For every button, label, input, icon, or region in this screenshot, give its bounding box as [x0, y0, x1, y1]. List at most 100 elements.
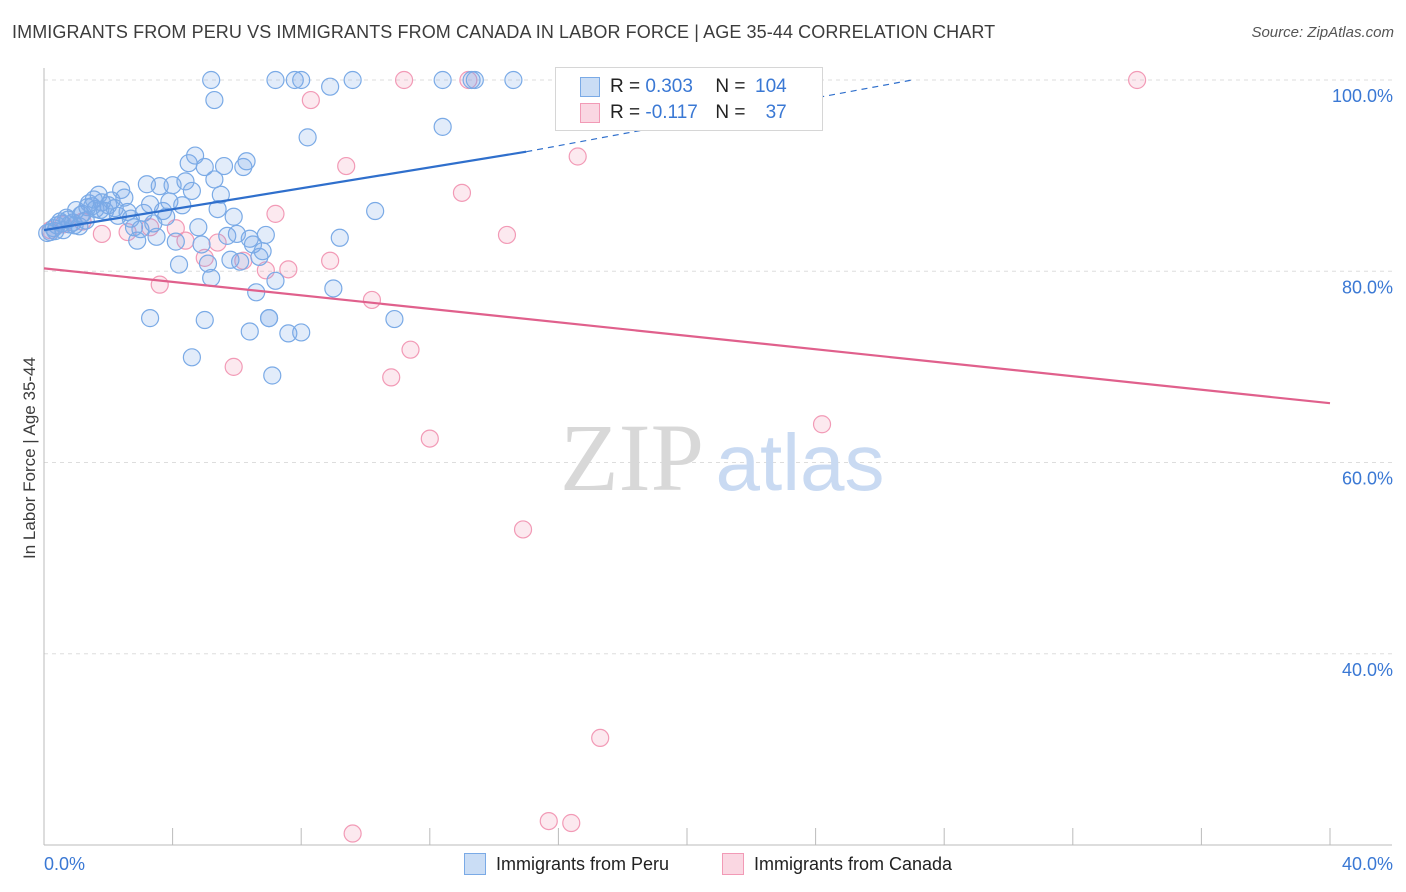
- peru-r-value: 0.303: [645, 76, 693, 97]
- peru-point: [259, 309, 279, 328]
- peru-point: [84, 190, 103, 209]
- x-tick-label-max: 40.0%: [1342, 854, 1393, 874]
- canada-n-label: N =: [715, 102, 751, 123]
- canada-point: [591, 728, 610, 748]
- canada-swatch: [580, 103, 600, 123]
- trend-lines: [43, 79, 1331, 405]
- canada-point: [568, 147, 587, 166]
- peru-point: [321, 77, 340, 96]
- peru-point: [202, 268, 221, 288]
- peru-point: [224, 207, 243, 226]
- canada-point: [321, 251, 340, 270]
- canada-point: [382, 368, 401, 387]
- tick-labels: 40.0% 60.0% 80.0% 100.0% 0.0% 40.0%: [44, 86, 1393, 874]
- peru-point: [147, 227, 166, 246]
- bottom-canada-label: Immigrants from Canada: [754, 853, 953, 874]
- canada-r-value: -0.117: [645, 102, 698, 123]
- peru-point: [214, 156, 234, 176]
- canada-r-label: R =: [610, 102, 646, 123]
- peru-point: [279, 324, 298, 343]
- peru-point: [211, 185, 230, 204]
- peru-point: [208, 199, 227, 219]
- peru-n-value: 104: [755, 76, 787, 97]
- canada-point: [394, 70, 414, 90]
- peru-point: [250, 247, 269, 267]
- canada-point: [224, 357, 243, 376]
- peru-point: [176, 172, 195, 191]
- watermark-atlas: atlas: [716, 418, 885, 507]
- correlation-legend: R = 0.303 N = 104 R = -0.117 N = 37: [555, 67, 823, 131]
- peru-point: [128, 231, 147, 250]
- peru-point: [231, 252, 250, 271]
- y-tick-label-40: 40.0%: [1342, 660, 1393, 680]
- peru-point: [504, 70, 523, 90]
- peru-point: [189, 218, 208, 237]
- axes: [43, 68, 1392, 846]
- peru-point: [263, 366, 282, 385]
- peru-point: [266, 271, 285, 290]
- canada-trend-line: [43, 267, 1331, 405]
- peru-point: [202, 70, 221, 90]
- canada-point: [150, 275, 169, 294]
- canada-point: [337, 156, 356, 176]
- bottom-canada-swatch: [722, 853, 744, 875]
- peru-r-label: R =: [610, 76, 646, 97]
- peru-point: [205, 170, 224, 189]
- canada-point: [92, 224, 111, 244]
- peru-point: [195, 310, 214, 330]
- x-tick-label-min: 0.0%: [44, 854, 85, 874]
- canada-point: [362, 290, 382, 310]
- peru-point: [465, 70, 484, 90]
- canada-point: [513, 520, 533, 539]
- canada-point: [497, 225, 517, 245]
- canada-point: [266, 204, 285, 223]
- peru-point: [234, 157, 253, 177]
- y-tick-label-100: 100.0%: [1332, 86, 1393, 106]
- bottom-peru-swatch: [464, 853, 486, 875]
- y-tick-label-80: 80.0%: [1342, 277, 1393, 297]
- canada-point: [420, 429, 439, 448]
- chart-title: IMMIGRANTS FROM PERU VS IMMIGRANTS FROM …: [12, 22, 996, 42]
- source-credit: Source: ZipAtlas.com: [1251, 24, 1394, 41]
- peru-point: [266, 70, 285, 90]
- peru-point: [169, 255, 189, 274]
- peru-point: [343, 70, 362, 90]
- peru-point: [150, 177, 169, 196]
- bottom-legend-peru: Immigrants from Peru: [464, 852, 669, 876]
- peru-point: [237, 152, 256, 171]
- peru-point: [256, 225, 275, 245]
- peru-point: [330, 228, 349, 247]
- peru-point: [166, 232, 185, 251]
- canada-point: [401, 340, 420, 359]
- legend-row-canada: R = -0.117 N = 37: [580, 101, 787, 125]
- canada-point: [279, 260, 298, 279]
- peru-point: [433, 117, 452, 136]
- peru-point: [124, 218, 144, 237]
- peru-point: [91, 200, 110, 220]
- peru-point: [157, 207, 176, 226]
- peru-point: [182, 348, 201, 367]
- canada-point: [195, 248, 214, 267]
- peru-point: [182, 181, 201, 201]
- peru-point: [366, 201, 385, 221]
- peru-point: [292, 70, 311, 90]
- canada-point: [343, 824, 362, 843]
- peru-point: [240, 322, 259, 341]
- peru-trend-line: [43, 150, 527, 232]
- canada-point: [452, 183, 472, 202]
- watermark: ZIP atlas: [560, 404, 884, 511]
- peru-point: [253, 242, 272, 261]
- canada-point: [1127, 70, 1147, 90]
- peru-point: [198, 254, 218, 273]
- peru-point: [324, 279, 343, 298]
- peru-point: [285, 70, 304, 90]
- peru-point: [292, 323, 311, 342]
- peru-point: [433, 70, 452, 90]
- peru-point: [385, 309, 404, 329]
- peru-point: [140, 309, 160, 328]
- peru-point: [298, 128, 317, 147]
- peru-point: [173, 196, 192, 215]
- peru-point: [115, 188, 134, 207]
- canada-point: [812, 415, 832, 434]
